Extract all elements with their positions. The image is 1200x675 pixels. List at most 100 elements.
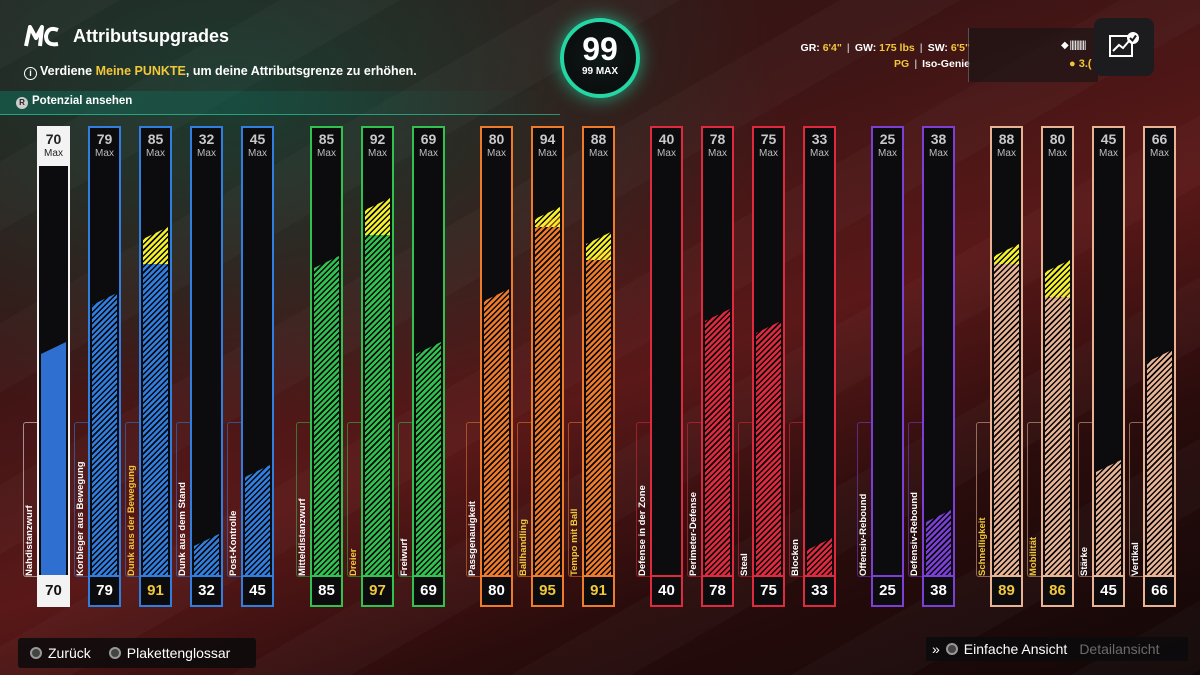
attribute-current-value: 45 xyxy=(241,577,274,607)
glossary-button[interactable]: Plakettenglossar xyxy=(108,645,231,661)
attribute-column[interactable]: 75 Max Steal 75 xyxy=(738,126,785,607)
attribute-fill-bar xyxy=(926,510,951,575)
attribute-fill-bar xyxy=(245,465,270,575)
attribute-max-value: 78 xyxy=(709,131,726,147)
attribute-max-label: Max xyxy=(487,148,506,159)
attribute-max-value: 75 xyxy=(760,131,777,147)
subtitle: i Verdiene Meine PUNKTE, um deine Attribu… xyxy=(24,64,417,80)
attribute-label-tab xyxy=(738,422,752,577)
glossary-label: Plakettenglossar xyxy=(126,645,231,661)
attribute-name: Dunk aus dem Stand xyxy=(177,482,188,576)
attribute-current-value: 45 xyxy=(1092,577,1125,607)
attribute-name: Tempo mit Ball xyxy=(569,508,580,576)
circle-button-icon xyxy=(30,647,42,659)
attribute-current-value: 89 xyxy=(990,577,1023,607)
attribute-fill-bar xyxy=(41,342,66,575)
attribute-column[interactable]: 79 Max Korbleger aus Bewegung 79 xyxy=(74,126,121,607)
simple-view-label[interactable]: Einfache Ansicht xyxy=(963,641,1068,657)
attribute-current-value: 75 xyxy=(752,577,785,607)
attribute-label-tab xyxy=(176,422,190,577)
attribute-fill-bar xyxy=(1147,350,1172,575)
attribute-bar-frame xyxy=(871,126,904,577)
attribute-column[interactable]: 88 Max Tempo mit Ball 91 xyxy=(568,126,615,607)
back-button[interactable]: Zurück xyxy=(30,645,91,661)
potential-button[interactable]: R Potenzial ansehen xyxy=(16,95,132,109)
attribute-max-label: Max xyxy=(1150,148,1169,159)
attribute-max-value: 38 xyxy=(930,131,947,147)
view-toggle[interactable]: » Einfache Ansicht Detailansicht xyxy=(926,637,1188,661)
attribute-column[interactable]: 85 Max Mitteldistanzwurf 85 xyxy=(296,126,343,607)
attribute-max-label: Max xyxy=(759,148,778,159)
attribute-label-tab xyxy=(466,422,480,577)
attribute-bar-frame xyxy=(190,126,223,577)
player-info-panel: GR: 6'4" | GW: 175 lbs | SW: 6'5" PG | Iso-Gen… xyxy=(800,42,970,70)
attribute-bar-frame xyxy=(650,126,683,577)
attribute-bar-frame xyxy=(803,126,836,577)
attribute-label-tab xyxy=(976,422,990,577)
gw-label: GW: xyxy=(854,42,877,54)
attribute-column[interactable]: 45 Max Stärke 45 xyxy=(1078,126,1125,607)
attribute-current-value: 80 xyxy=(480,577,513,607)
attribute-column[interactable]: 66 Max Vertikal 66 xyxy=(1129,126,1176,607)
attribute-label-tab xyxy=(125,422,139,577)
attribute-fill-bar xyxy=(92,293,117,575)
attribute-max-value: 80 xyxy=(1049,131,1066,147)
attribute-column[interactable]: 33 Max Blocken 33 xyxy=(789,126,836,607)
attribute-fill-bar xyxy=(1045,285,1070,575)
attribute-name: Blocken xyxy=(790,539,801,576)
attribute-column[interactable]: 38 Max Defensiv-Rebound 38 xyxy=(908,126,955,607)
attribute-name: Korbleger aus Bewegung xyxy=(75,461,86,576)
attribute-name: Defensiv-Rebound xyxy=(909,492,920,576)
attribute-column[interactable]: 94 Max Ballhandling 95 xyxy=(517,126,564,607)
currency-strip: ◆ |||||||||| ● 3.( xyxy=(968,28,1098,82)
attribute-label-tab xyxy=(227,422,241,577)
attribute-current-value: 91 xyxy=(582,577,615,607)
detail-view-label[interactable]: Detailansicht xyxy=(1079,641,1160,657)
attribute-column[interactable]: 70 Max Nahdistanzwurf 70 xyxy=(23,126,70,607)
attribute-column[interactable]: 78 Max Perimeter-Defense 78 xyxy=(687,126,734,607)
attribute-label-tab xyxy=(74,422,88,577)
attribute-column[interactable]: 25 Max Offensiv-Rebound 25 xyxy=(857,126,904,607)
attribute-current-value: 32 xyxy=(190,577,223,607)
gr-label: GR: xyxy=(800,42,820,54)
attribute-max-label: Max xyxy=(708,148,727,159)
mc-logo xyxy=(24,25,59,47)
attribute-label-tab xyxy=(1129,422,1143,577)
attribute-column[interactable]: 45 Max Post-Kontrolle 45 xyxy=(227,126,274,607)
info-icon: i xyxy=(24,67,37,80)
attribute-current-value: 69 xyxy=(412,577,445,607)
subtitle-pre: Verdiene xyxy=(40,64,96,78)
progress-chart-button[interactable] xyxy=(1094,18,1154,76)
attribute-current-value: 25 xyxy=(871,577,904,607)
attribute-column[interactable]: 88 Max Schnelligkeit 89 xyxy=(976,126,1023,607)
attribute-name: Post-Kontrolle xyxy=(228,510,239,576)
attribute-column[interactable]: 32 Max Dunk aus dem Stand 32 xyxy=(176,126,223,607)
attribute-max-label: Max xyxy=(997,148,1016,159)
attribute-label-tab xyxy=(857,422,871,577)
attribute-column[interactable]: 92 Max Dreier 97 xyxy=(347,126,394,607)
overall-rating-badge: 99 99 MAX xyxy=(560,18,640,98)
attribute-name: Dunk aus der Bewegung xyxy=(126,465,137,576)
attribute-column[interactable]: 85 Max Dunk aus der Bewegung 91 xyxy=(125,126,172,607)
attribute-current-value: 91 xyxy=(139,577,172,607)
attribute-column[interactable]: 40 Max Defense in der Zone 40 xyxy=(636,126,683,607)
attribute-name: Perimeter-Defense xyxy=(688,492,699,576)
attribute-label-tab xyxy=(789,422,803,577)
attribute-max-label: Max xyxy=(248,148,267,159)
attribute-max-label: Max xyxy=(419,148,438,159)
subtitle-highlight: Meine PUNKTE xyxy=(95,64,186,78)
attribute-name: Vertikal xyxy=(1130,542,1141,576)
progress-ticks-icon: ◆ |||||||||| xyxy=(1061,40,1086,51)
attribute-max-label: Max xyxy=(317,148,336,159)
attribute-fill-bar xyxy=(705,309,730,575)
attribute-fill-bar xyxy=(756,321,781,575)
attribute-max-value: 85 xyxy=(318,131,335,147)
attribute-current-value: 78 xyxy=(701,577,734,607)
attribute-column[interactable]: 80 Max Passgenauigkeit 80 xyxy=(466,126,513,607)
attribute-name: Defense in der Zone xyxy=(637,485,648,576)
max-cap xyxy=(37,126,70,166)
attribute-label-tab xyxy=(687,422,701,577)
attribute-fill-bar xyxy=(143,252,168,575)
attribute-column[interactable]: 69 Max Freiwurf 69 xyxy=(398,126,445,607)
attribute-column[interactable]: 80 Max Mobilität 86 xyxy=(1027,126,1074,607)
